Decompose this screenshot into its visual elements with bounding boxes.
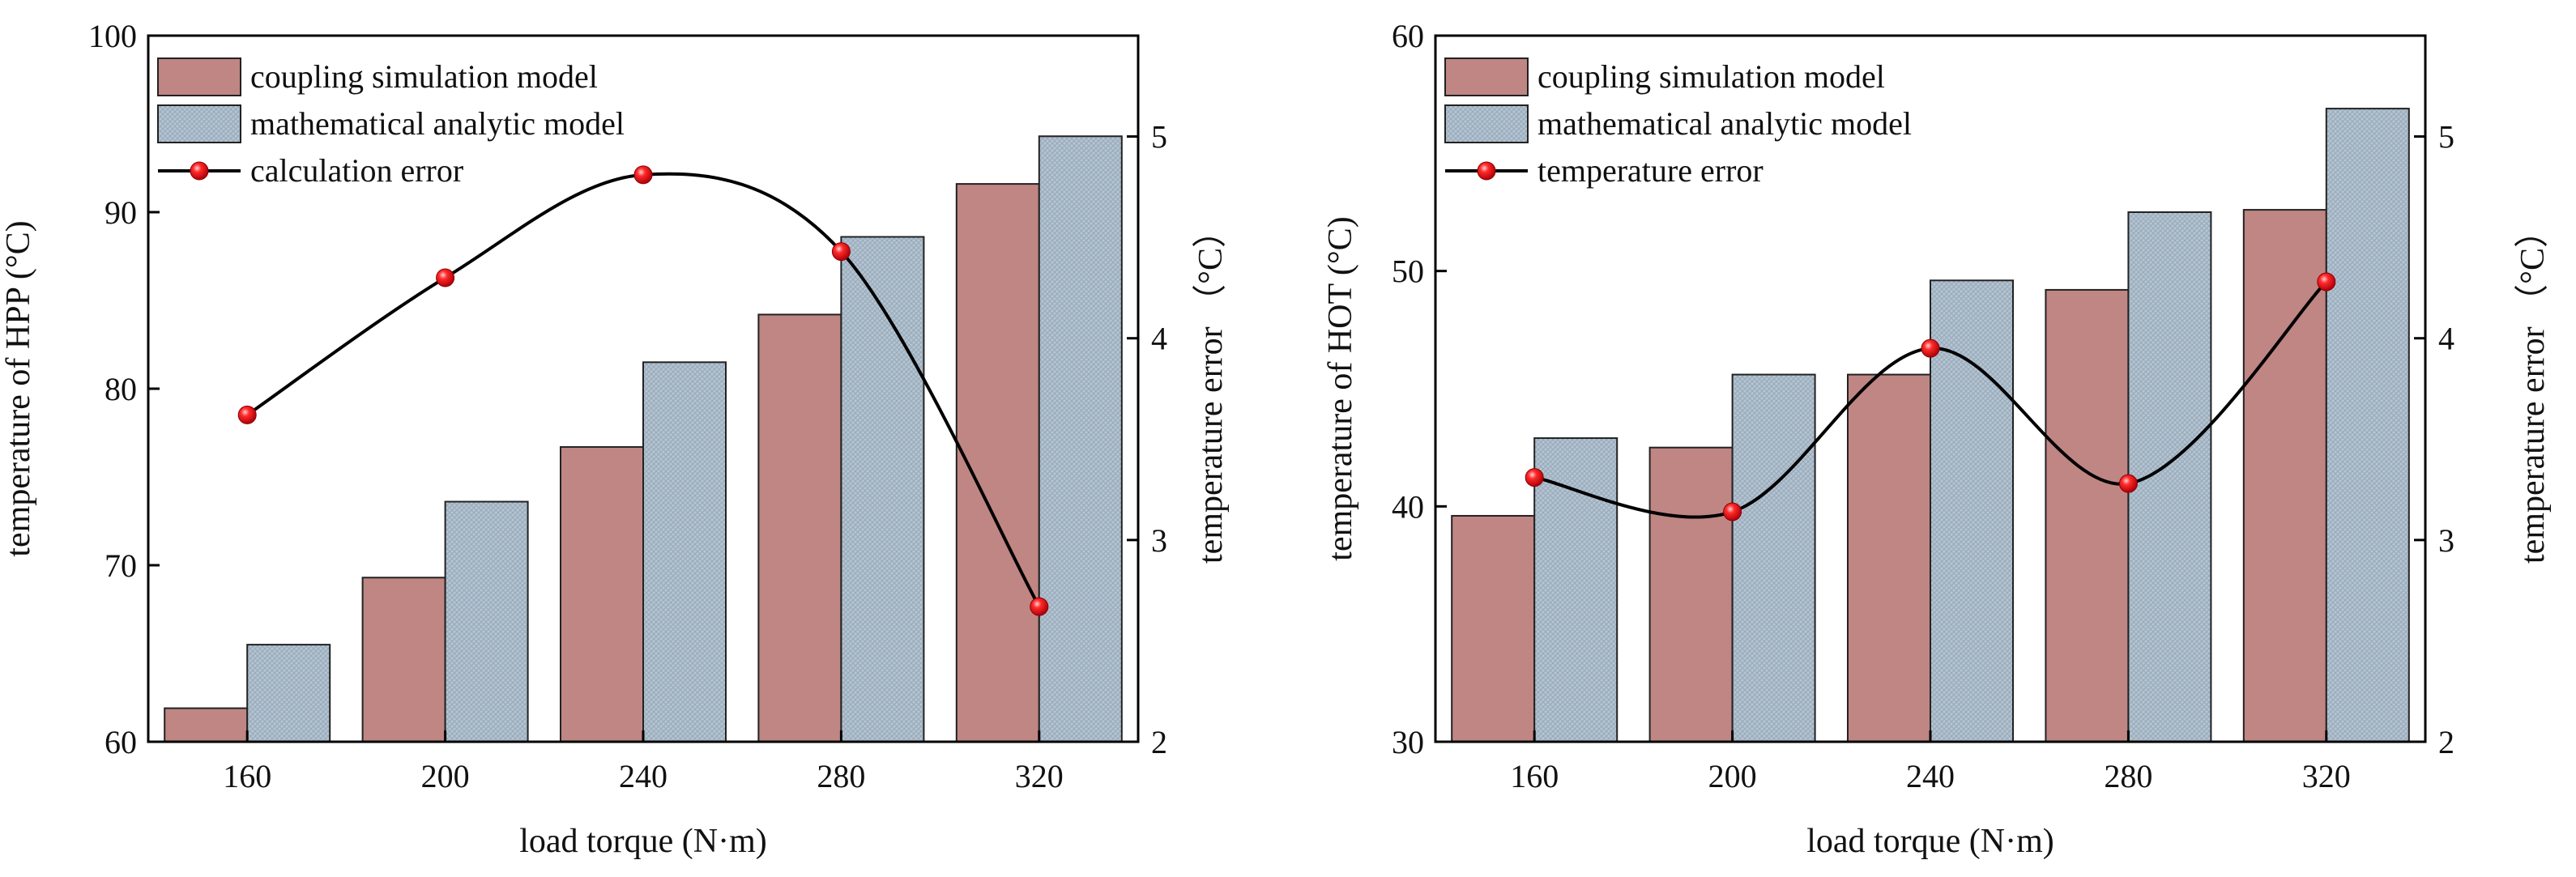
bar-analytic-200	[444, 500, 529, 743]
legend-label: temperature error	[1537, 152, 1764, 189]
y-axis-title: temperature of HOT (°C)	[1322, 216, 1359, 560]
legend-label: mathematical analytic model	[250, 105, 625, 142]
legend-label: coupling simulation model	[1537, 58, 1885, 95]
legend-swatch-marker	[190, 161, 209, 181]
bar-analytic-280	[840, 236, 925, 743]
bar-coupling-280	[757, 313, 842, 743]
bar-coupling-160	[164, 707, 249, 743]
x-tick-label-280: 280	[817, 758, 865, 794]
y-tick-label: 90	[104, 194, 137, 231]
y-right-tick-label: 5	[2438, 119, 2454, 155]
legend-swatch-coupling	[157, 57, 241, 96]
legend-swatch-marker	[1477, 161, 1496, 181]
x-tick-label-320: 320	[1015, 758, 1064, 794]
bar-coupling-240	[560, 445, 644, 743]
x-tick-label-240: 240	[619, 758, 667, 794]
y-right-tick-label: 2	[1151, 724, 1167, 760]
bar-analytic-320	[1038, 135, 1123, 743]
bar-analytic-240	[1930, 279, 2014, 743]
error-point-160	[237, 405, 257, 424]
y-tick-label: 100	[88, 18, 137, 54]
x-tick-label-240: 240	[1906, 758, 1955, 794]
error-point-280	[2118, 474, 2138, 493]
legend-swatch-analytic	[157, 104, 241, 143]
legend-label: coupling simulation model	[250, 58, 598, 95]
chart-hot: 30 40 50 60 2 3 4 5 160 200 240 280 320 load torque (…	[1322, 18, 2552, 860]
bar-analytic-160	[246, 644, 331, 743]
bar-coupling-320	[955, 183, 1040, 743]
y-right-tick-label: 4	[2438, 321, 2454, 357]
bar-analytic-240	[642, 361, 727, 743]
y-tick-label: 50	[1392, 253, 1424, 290]
y-tick-label: 60	[104, 724, 137, 760]
bar-coupling-320	[2242, 209, 2327, 743]
y-axis-title: temperature of HPP (°C)	[0, 220, 37, 556]
error-point-320	[2317, 272, 2336, 292]
error-line	[1533, 280, 2328, 519]
y-tick-label: 60	[1392, 18, 1424, 54]
error-point-240	[1921, 338, 1940, 358]
bar-coupling-240	[1847, 373, 1931, 743]
error-point-200	[1723, 502, 1742, 522]
y-tick-label: 80	[104, 371, 137, 407]
y-right-axis-title: temperature error （°C）	[2514, 214, 2552, 564]
error-point-280	[831, 242, 851, 262]
legend-swatch-coupling	[1444, 57, 1529, 96]
y-tick-label: 30	[1392, 724, 1424, 760]
y-right-tick-label: 4	[1151, 321, 1167, 357]
bar-coupling-200	[361, 577, 446, 743]
y-right-tick-label: 3	[1151, 522, 1167, 559]
legend: coupling simulation model mathematical an…	[1444, 57, 1912, 189]
legend-label: calculation error	[250, 152, 463, 189]
error-point-240	[633, 165, 653, 185]
y-right-axis-title: temperature error （°C）	[1192, 214, 1230, 564]
bar-analytic-320	[2325, 108, 2410, 743]
x-tick-label-200: 200	[421, 758, 470, 794]
legend: coupling simulation model mathematical an…	[157, 57, 625, 189]
error-point-160	[1525, 468, 1544, 487]
bar-coupling-280	[2045, 288, 2130, 743]
x-tick-label-320: 320	[2302, 758, 2351, 794]
x-axis-title: load torque (N·m)	[1806, 823, 2054, 860]
chart-hpp: 60 70 80 90 100 2 3 4 5 160 200 240 280 320 load torqu…	[0, 18, 1230, 860]
legend-swatch-analytic	[1444, 104, 1529, 143]
bar-analytic-200	[1731, 373, 1816, 743]
x-tick-label-280: 280	[2104, 758, 2152, 794]
x-tick-label-160: 160	[1510, 758, 1559, 794]
error-line	[246, 172, 1041, 608]
y-tick-label: 70	[104, 547, 137, 584]
y-tick-label: 40	[1392, 488, 1424, 525]
error-point-200	[436, 268, 455, 287]
bar-analytic-160	[1533, 437, 1619, 743]
y-right-tick-label: 5	[1151, 119, 1167, 155]
x-tick-label-200: 200	[1708, 758, 1757, 794]
y-right-tick-label: 3	[2438, 522, 2454, 559]
legend-label: mathematical analytic model	[1537, 105, 1912, 142]
y-right-tick-label: 2	[2438, 724, 2454, 760]
bar-analytic-280	[2127, 211, 2212, 743]
x-tick-label-160: 160	[223, 758, 271, 794]
x-axis-title: load torque (N·m)	[519, 823, 767, 860]
bar-coupling-160	[1451, 514, 1536, 743]
bar-coupling-200	[1648, 446, 1734, 743]
error-point-320	[1030, 597, 1049, 616]
